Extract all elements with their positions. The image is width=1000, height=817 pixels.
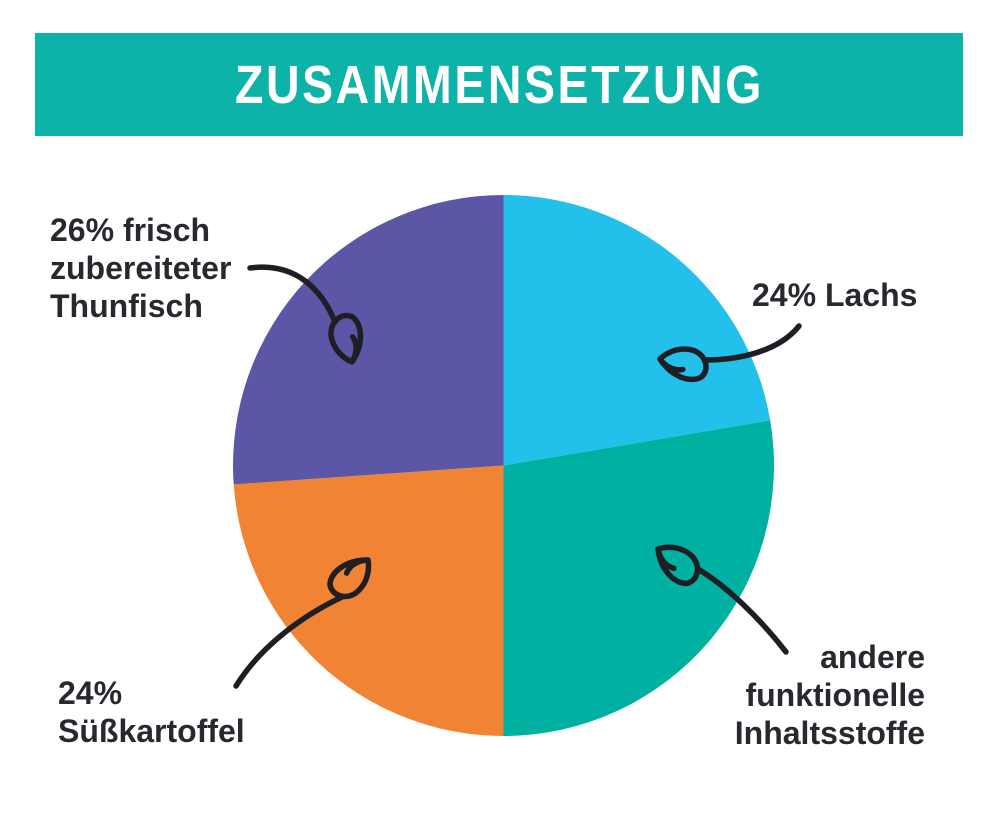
header-bar: ZUSAMMENSETZUNG <box>35 33 963 136</box>
label-andere-line1: andere <box>820 639 925 675</box>
pie-chart-svg <box>233 195 774 736</box>
label-andere: andere funktionelle Inhaltsstoffe <box>735 638 925 752</box>
label-thunfisch-line1: 26% frisch <box>50 212 211 248</box>
pie-slice-suesskartoffel <box>233 465 504 736</box>
label-thunfisch: 26% frisch zubereiteter Thunfisch <box>50 211 231 325</box>
label-suesskartoffel-line2: Süßkartoffel <box>58 713 245 749</box>
pie-slice-andere-inhaltsstoffe <box>503 420 774 736</box>
label-andere-line3: Inhaltsstoffe <box>734 715 925 751</box>
pie-slice-thunfisch <box>233 195 504 485</box>
label-andere-line2: funktionelle <box>745 677 925 713</box>
pie-slice-lachs <box>503 195 771 466</box>
page-title: ZUSAMMENSETZUNG <box>234 54 764 115</box>
label-lachs-line1: 24% Lachs <box>752 277 918 313</box>
label-suesskartoffel-line1: 24% <box>58 675 123 711</box>
pie-chart <box>233 195 774 736</box>
label-thunfisch-line3: Thunfisch <box>50 288 203 324</box>
label-lachs: 24% Lachs <box>752 276 917 314</box>
label-suesskartoffel: 24% Süßkartoffel <box>58 674 245 750</box>
label-thunfisch-line2: zubereiteter <box>50 250 232 286</box>
